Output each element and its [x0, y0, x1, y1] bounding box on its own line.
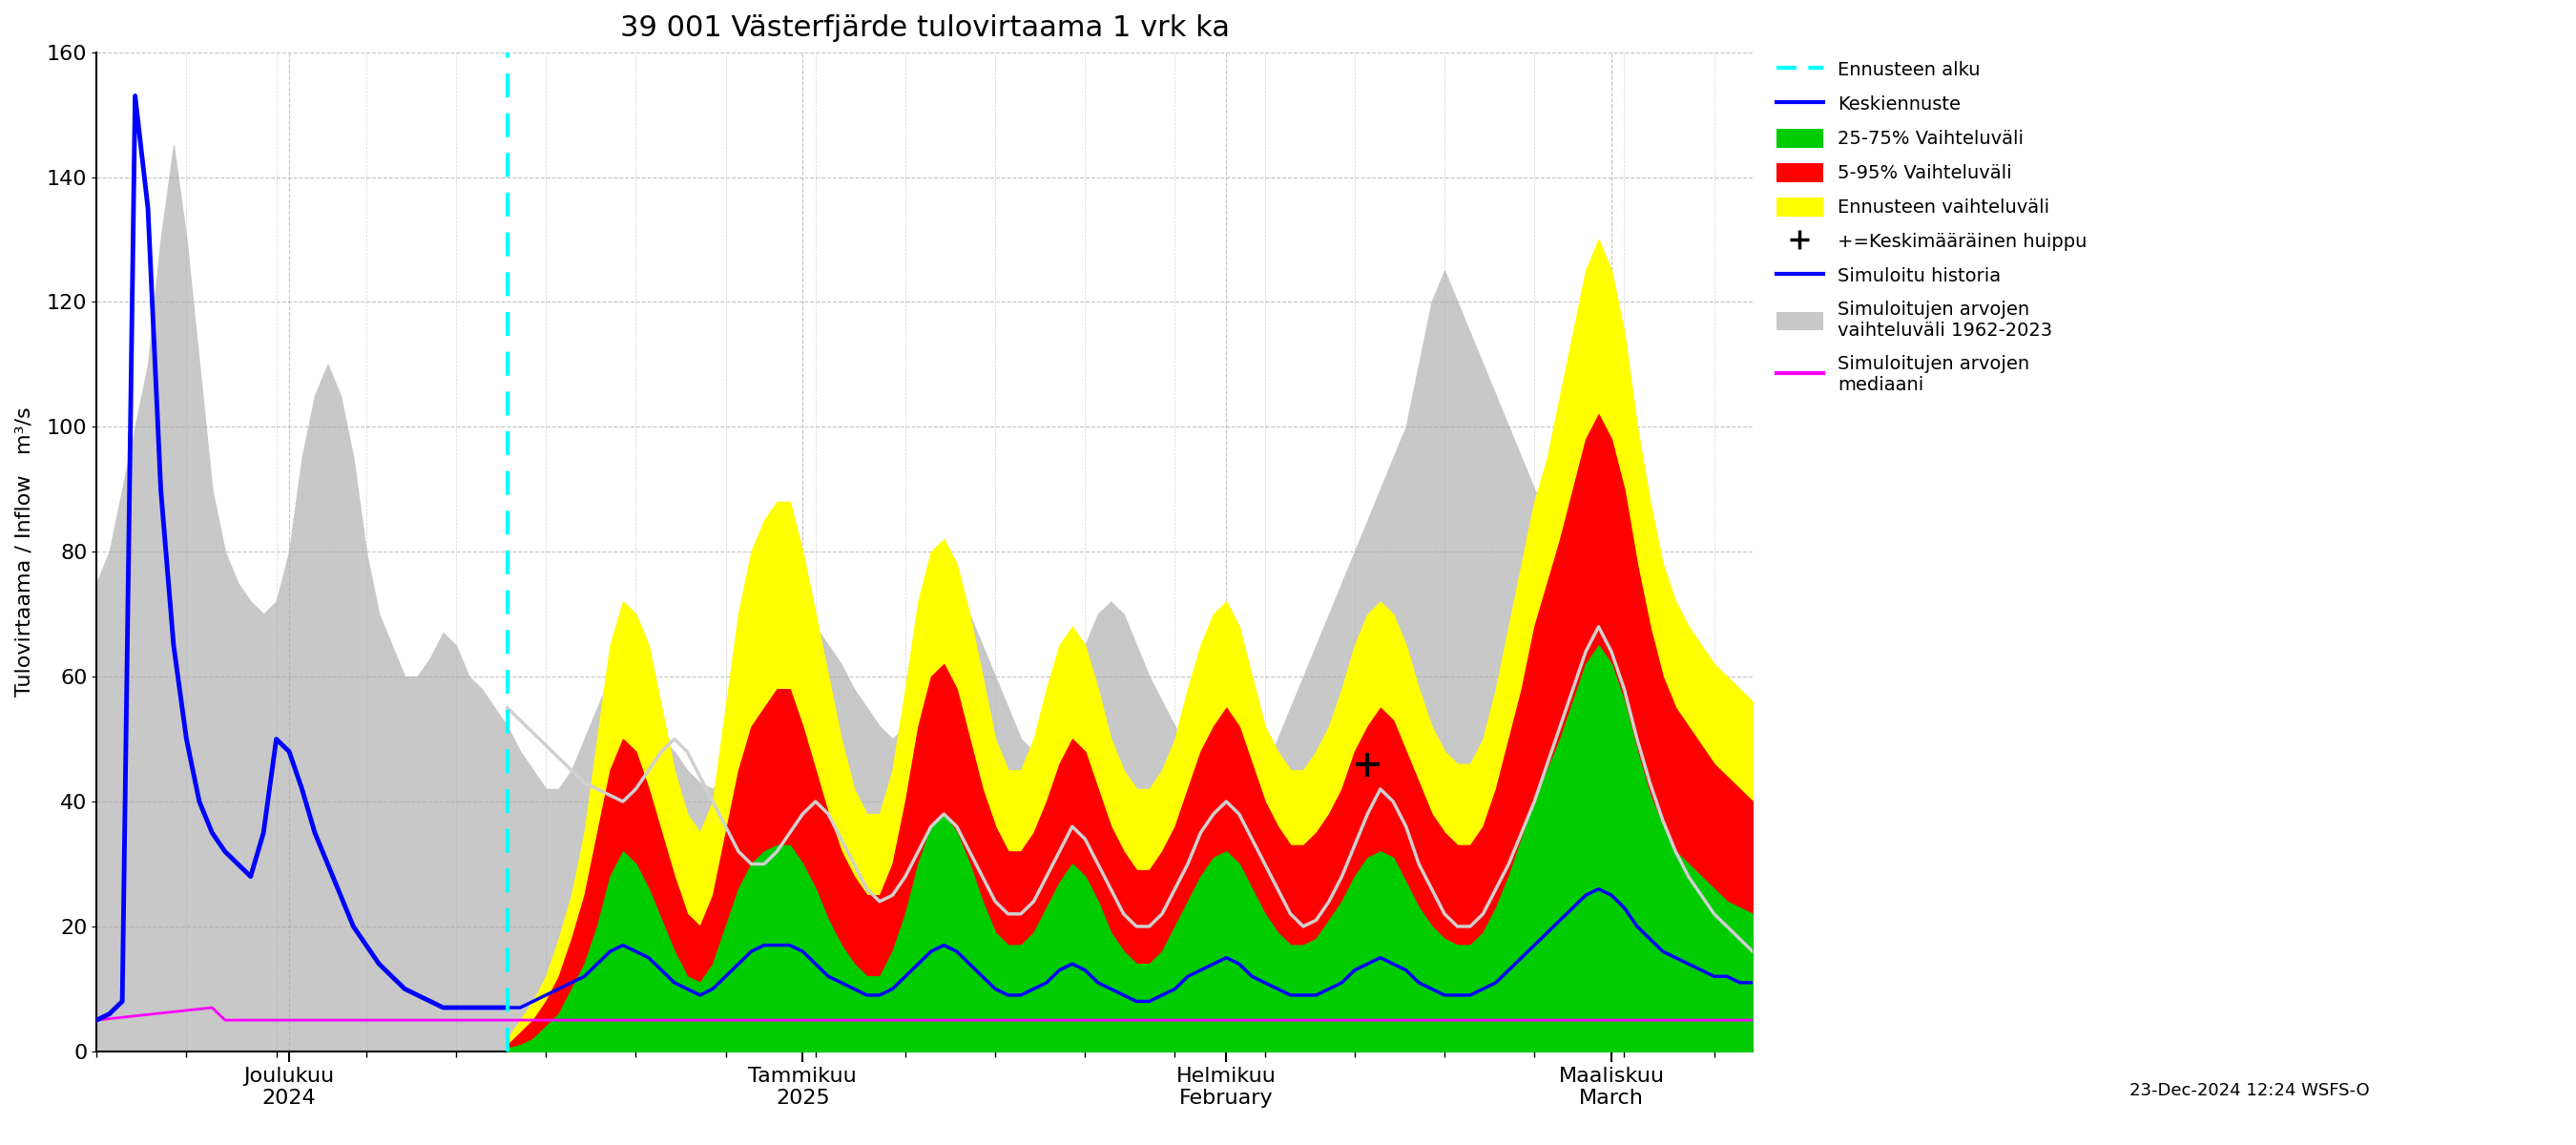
Title: 39 001 Västerfjärde tulovirtaama 1 vrk ka: 39 001 Västerfjärde tulovirtaama 1 vrk k… [621, 14, 1229, 42]
Y-axis label: Tulovirtaama / Inflow   m³/s: Tulovirtaama / Inflow m³/s [15, 406, 33, 696]
Legend: Ennusteen alku, Keskiennuste, 25-75% Vaihteluväli, 5-95% Vaihteluväli, Ennusteen: Ennusteen alku, Keskiennuste, 25-75% Vai… [1770, 53, 2094, 401]
Text: 23-Dec-2024 12:24 WSFS-O: 23-Dec-2024 12:24 WSFS-O [2130, 1082, 2370, 1099]
